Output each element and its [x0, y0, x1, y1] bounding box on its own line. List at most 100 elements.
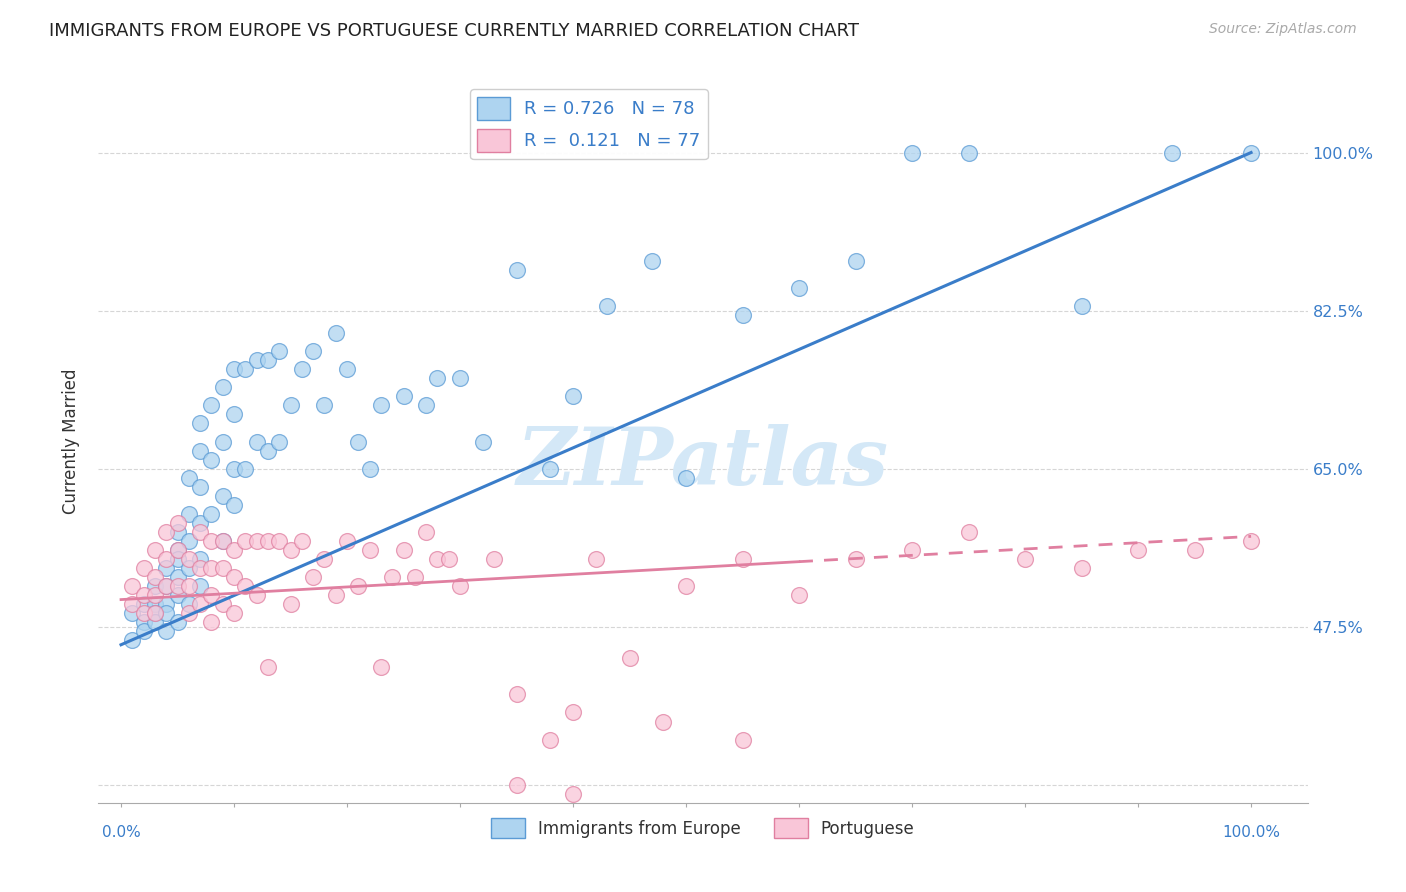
Point	[302, 570, 325, 584]
Point	[336, 533, 359, 548]
Point	[132, 615, 155, 630]
Point	[200, 398, 222, 412]
Point	[1161, 145, 1184, 160]
Point	[166, 542, 188, 557]
Point	[471, 434, 494, 449]
Point	[143, 570, 166, 584]
Point	[132, 624, 155, 639]
Point	[177, 606, 200, 620]
Point	[121, 579, 143, 593]
Point	[280, 597, 302, 611]
Point	[222, 461, 245, 475]
Point	[901, 542, 924, 557]
Point	[233, 533, 256, 548]
Point	[155, 624, 177, 639]
Point	[155, 606, 177, 620]
Point	[188, 561, 211, 575]
Text: Source: ZipAtlas.com: Source: ZipAtlas.com	[1209, 22, 1357, 37]
Point	[121, 633, 143, 648]
Point	[233, 461, 256, 475]
Point	[188, 524, 211, 539]
Point	[257, 353, 280, 368]
Point	[200, 588, 222, 602]
Point	[1126, 542, 1149, 557]
Point	[257, 533, 280, 548]
Point	[143, 579, 166, 593]
Point	[787, 588, 810, 602]
Point	[404, 570, 426, 584]
Point	[787, 281, 810, 295]
Point	[188, 516, 211, 530]
Point	[166, 615, 188, 630]
Point	[246, 588, 269, 602]
Point	[325, 588, 347, 602]
Point	[132, 597, 155, 611]
Point	[437, 552, 460, 566]
Point	[177, 471, 200, 485]
Point	[177, 552, 200, 566]
Point	[222, 542, 245, 557]
Point	[177, 561, 200, 575]
Point	[211, 597, 233, 611]
Point	[222, 498, 245, 512]
Point	[314, 398, 336, 412]
Text: 0.0%: 0.0%	[101, 825, 141, 840]
Point	[222, 570, 245, 584]
Point	[596, 299, 619, 313]
Point	[155, 552, 177, 566]
Point	[302, 344, 325, 359]
Point	[200, 533, 222, 548]
Point	[449, 579, 471, 593]
Point	[675, 471, 697, 485]
Point	[731, 552, 754, 566]
Point	[143, 615, 166, 630]
Point	[211, 533, 233, 548]
Point	[505, 778, 527, 792]
Point	[177, 533, 200, 548]
Point	[121, 597, 143, 611]
Point	[562, 389, 585, 403]
Point	[585, 552, 607, 566]
Text: 100.0%: 100.0%	[1222, 825, 1279, 840]
Point	[177, 597, 200, 611]
Point	[211, 561, 233, 575]
Point	[222, 408, 245, 422]
Point	[155, 524, 177, 539]
Point	[188, 480, 211, 494]
Point	[652, 714, 675, 729]
Point	[269, 434, 291, 449]
Point	[426, 371, 449, 385]
Point	[336, 362, 359, 376]
Point	[166, 588, 188, 602]
Point	[845, 552, 868, 566]
Point	[675, 886, 697, 892]
Point	[257, 660, 280, 674]
Point	[222, 606, 245, 620]
Point	[505, 687, 527, 701]
Point	[211, 380, 233, 394]
Point	[562, 787, 585, 801]
Point	[957, 524, 980, 539]
Point	[155, 579, 177, 593]
Point	[347, 579, 370, 593]
Point	[505, 263, 527, 277]
Point	[1184, 542, 1206, 557]
Point	[1240, 145, 1263, 160]
Point	[121, 606, 143, 620]
Point	[246, 353, 269, 368]
Point	[1070, 299, 1092, 313]
Text: ZIPatlas: ZIPatlas	[517, 425, 889, 502]
Point	[166, 579, 188, 593]
Point	[731, 308, 754, 322]
Point	[246, 533, 269, 548]
Point	[200, 452, 222, 467]
Point	[143, 588, 166, 602]
Point	[132, 561, 155, 575]
Point	[359, 542, 381, 557]
Point	[392, 542, 415, 557]
Point	[1070, 561, 1092, 575]
Point	[143, 606, 166, 620]
Point	[132, 606, 155, 620]
Point	[188, 417, 211, 431]
Point	[177, 579, 200, 593]
